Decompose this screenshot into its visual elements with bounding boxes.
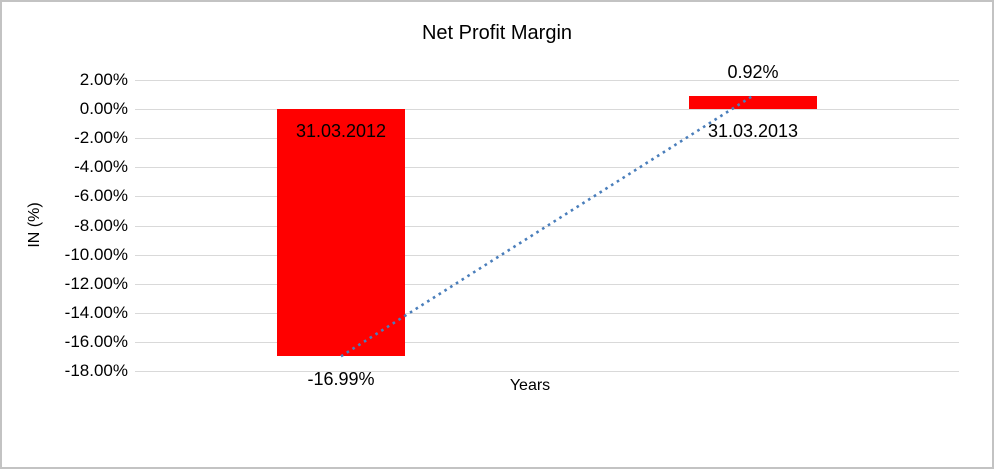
gridline-7: [135, 283, 959, 285]
x-axis-title: Years: [509, 377, 551, 394]
gridline-10: [135, 371, 959, 372]
y-axis-tick-label-4: -6.00%: [74, 186, 128, 206]
y-axis-tick-label-6: -10.00%: [64, 244, 128, 264]
y-axis-tick-label-8: -14.00%: [64, 302, 128, 322]
gridline-5: [135, 225, 959, 227]
value-label-0: -16.99%: [307, 369, 375, 390]
y-axis-tick-label-5: -8.00%: [74, 215, 128, 235]
bar-0: [277, 109, 405, 357]
gridline-1: [135, 109, 959, 111]
y-axis-tick-label-0: 2.00%: [79, 70, 128, 89]
y-axis-tick-label-7: -12.00%: [64, 273, 128, 293]
y-axis-tick-label-1: 0.00%: [79, 99, 128, 119]
y-axis-tick-label-2: -2.00%: [74, 128, 128, 148]
y-axis-tick-label-9: -16.00%: [64, 331, 128, 351]
category-label-0: 31.03.2012: [295, 121, 387, 142]
gridline-6: [135, 254, 959, 256]
gridline-4: [135, 196, 959, 198]
gridline-2: [135, 138, 959, 140]
y-axis-tick-label-10: -18.00%: [64, 361, 128, 380]
gridline-9: [135, 341, 959, 343]
category-label-1: 31.03.2013: [707, 121, 799, 142]
gridline-3: [135, 167, 959, 169]
gridline-8: [135, 312, 959, 314]
chart-title: Net Profit Margin: [421, 22, 573, 44]
value-label-1: 0.92%: [727, 61, 779, 82]
bar-1: [689, 95, 817, 110]
y-axis-tick-label-3: -4.00%: [74, 157, 128, 177]
gridline-0: [135, 80, 959, 81]
